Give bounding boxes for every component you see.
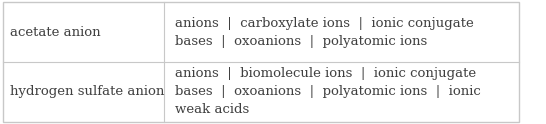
Text: acetate anion: acetate anion <box>10 26 101 39</box>
Text: hydrogen sulfate anion: hydrogen sulfate anion <box>10 85 165 98</box>
Text: anions  |  carboxylate ions  |  ionic conjugate
bases  |  oxoanions  |  polyatom: anions | carboxylate ions | ionic conjug… <box>175 17 473 48</box>
Text: anions  |  biomolecule ions  |  ionic conjugate
bases  |  oxoanions  |  polyatom: anions | biomolecule ions | ionic conjug… <box>175 67 480 116</box>
